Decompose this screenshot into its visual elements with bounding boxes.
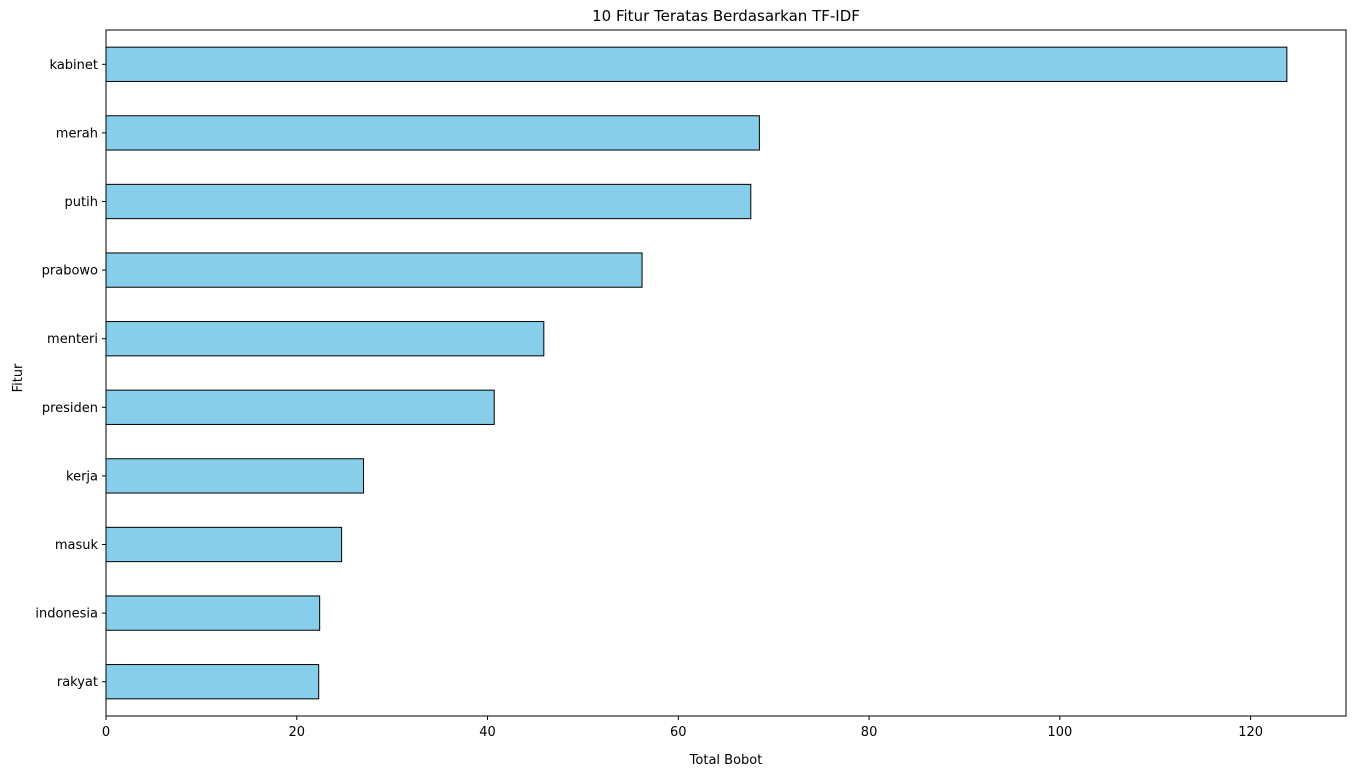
y-tick-label-masuk: masuk [55, 538, 99, 553]
y-tick-label-indonesia: indonesia [35, 607, 98, 622]
bar-rakyat [105, 664, 320, 700]
y-tick-label-kabinet: kabinet [50, 58, 98, 73]
x-tick-label-60: 60 [670, 725, 687, 740]
chart-title: 10 Fitur Teratas Berdasarkan TF-IDF [592, 7, 860, 25]
x-tick-label-80: 80 [861, 725, 878, 740]
plot-frame [105, 29, 1347, 717]
bars-layer [105, 46, 1288, 700]
x-tick-label-120: 120 [1238, 725, 1263, 740]
bar-kerja [105, 458, 365, 494]
y-tick-label-rakyat: rakyat [57, 675, 98, 690]
y-tick-label-putih: putih [65, 195, 98, 210]
x-tick-label-0: 0 [102, 725, 110, 740]
bar-merah [105, 115, 760, 151]
x-tick-label-100: 100 [1047, 725, 1072, 740]
bar-indonesia [105, 595, 321, 631]
x-tick-label-40: 40 [479, 725, 496, 740]
axes-layer: kabinet merah putih prabowo menteri presiden k… [35, 29, 1347, 740]
x-tick-label-20: 20 [288, 725, 305, 740]
y-tick-label-merah: merah [56, 126, 98, 141]
bar-putih [105, 183, 752, 220]
y-tick-label-prabowo: prabowo [42, 264, 98, 279]
y-axis-label: Fitur [11, 363, 26, 392]
bar-prabowo [105, 252, 643, 288]
bar-masuk [105, 526, 343, 563]
x-axis-label: Total Bobot [689, 753, 763, 768]
y-tick-label-kerja: kerja [66, 469, 98, 484]
bar-kabinet [105, 46, 1288, 82]
bar-presiden [105, 389, 495, 425]
y-tick-label-menteri: menteri [47, 332, 98, 347]
y-tick-label-presiden: presiden [42, 401, 98, 416]
bar-menteri [105, 321, 545, 357]
